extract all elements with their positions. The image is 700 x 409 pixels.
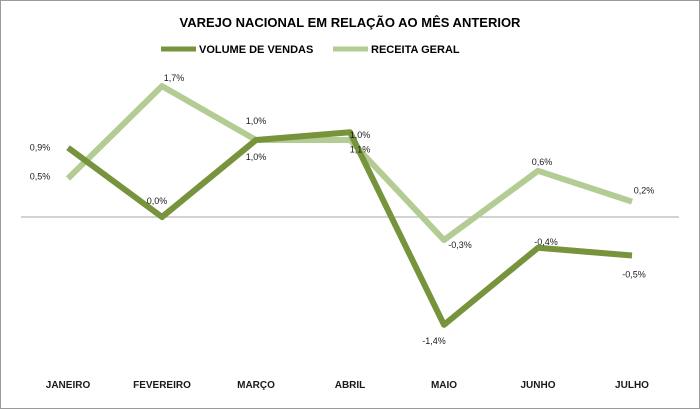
chart-legend: VOLUME DE VENDAS RECEITA GERAL bbox=[161, 44, 460, 56]
legend-label-1: RECEITA GERAL bbox=[371, 44, 460, 56]
x-tick-label-2: MARÇO bbox=[237, 380, 275, 391]
x-tick-label-1: FEVEREIRO bbox=[133, 380, 191, 391]
x-tick-label-6: JULHO bbox=[615, 380, 649, 391]
data-label-s1-6: 0,2% bbox=[634, 186, 655, 196]
legend-label-0: VOLUME DE VENDAS bbox=[199, 44, 313, 56]
x-axis-ticks: JANEIRO FEVEREIRO MARÇO ABRIL MAIO JUNHO JULHO bbox=[46, 380, 649, 391]
data-label-s1-0: 0,5% bbox=[30, 172, 51, 182]
data-label-s0-1: 0,0% bbox=[147, 196, 168, 206]
data-label-s0-3: 1,1% bbox=[350, 144, 371, 154]
x-tick-label-3: ABRIL bbox=[335, 380, 366, 391]
data-label-layer: 0,9% 0,0% 1,0% 1,1% -1,4% -0,4% -0,5% 0,5% 1,7% 1… bbox=[30, 73, 655, 346]
data-label-s0-2: 1,0% bbox=[246, 152, 267, 162]
series-line-1 bbox=[65, 83, 633, 244]
data-label-s1-5: 0,6% bbox=[532, 157, 553, 167]
data-label-s0-0: 0,9% bbox=[30, 143, 51, 153]
x-tick-label-0: JANEIRO bbox=[46, 380, 91, 391]
data-label-s0-4: -1,4% bbox=[422, 336, 446, 346]
data-label-s1-3: 1,0% bbox=[350, 130, 371, 140]
x-tick-label-5: JUNHO bbox=[520, 380, 555, 391]
data-label-s0-5: -0,4% bbox=[534, 237, 558, 247]
data-label-s1-4: -0,3% bbox=[448, 240, 472, 250]
series-layer bbox=[65, 83, 633, 328]
data-label-s1-1: 1,7% bbox=[164, 73, 185, 83]
x-tick-label-4: MAIO bbox=[431, 380, 457, 391]
chart-title: VAREJO NACIONAL EM RELAÇÃO AO MÊS ANTERI… bbox=[180, 15, 522, 30]
series-line-0 bbox=[66, 129, 633, 328]
data-label-s1-2: 1,0% bbox=[246, 116, 267, 126]
data-label-s0-6: -0,5% bbox=[622, 270, 646, 280]
